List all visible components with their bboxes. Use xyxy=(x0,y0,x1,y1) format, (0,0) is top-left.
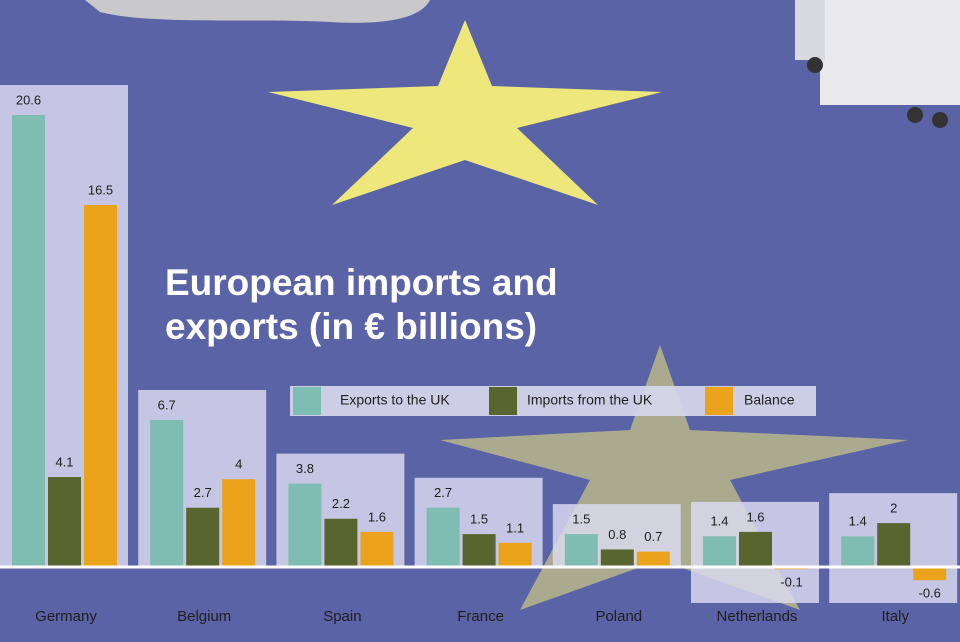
value-label: 1.4 xyxy=(849,514,867,529)
map-decoration xyxy=(85,0,430,23)
value-label: 2 xyxy=(890,501,897,516)
value-label: -0.1 xyxy=(780,575,802,590)
bar xyxy=(48,477,81,567)
value-label: 0.8 xyxy=(608,527,626,542)
value-label: 4 xyxy=(235,457,242,472)
bar xyxy=(222,479,256,567)
bar xyxy=(600,549,634,567)
bar xyxy=(703,536,736,567)
bar xyxy=(12,115,45,567)
value-label: 2.7 xyxy=(434,485,452,500)
bar xyxy=(150,419,184,567)
bar xyxy=(877,523,911,567)
value-label: 4.1 xyxy=(55,454,73,469)
value-label: 0.7 xyxy=(644,529,662,544)
bar xyxy=(564,534,598,567)
bar xyxy=(462,534,496,567)
truck-decoration xyxy=(795,0,960,128)
star-decoration xyxy=(268,20,662,205)
x-tick-label: France xyxy=(457,608,504,625)
legend-label: Imports from the UK xyxy=(527,392,653,408)
value-label: 1.5 xyxy=(470,512,488,527)
bar xyxy=(498,542,532,567)
bar xyxy=(426,507,460,567)
value-label: 1.1 xyxy=(506,520,524,535)
x-tick-label: Germany xyxy=(35,608,97,625)
x-tick-label: Belgium xyxy=(177,608,231,625)
bar xyxy=(913,567,947,581)
value-label: 20.6 xyxy=(16,92,41,107)
legend-label: Exports to the UK xyxy=(340,392,450,408)
bar xyxy=(288,483,322,567)
value-label: 2.7 xyxy=(194,485,212,500)
bar xyxy=(186,507,220,567)
value-label: 3.8 xyxy=(296,461,314,476)
bar xyxy=(636,551,670,567)
title-line: European imports and xyxy=(165,262,558,303)
value-label: 1.4 xyxy=(710,514,728,529)
title-line: exports (in € billions) xyxy=(165,306,537,347)
bar xyxy=(324,518,358,567)
legend-swatch xyxy=(293,387,321,415)
x-tick-label: Poland xyxy=(595,608,642,625)
x-tick-label: Spain xyxy=(323,608,361,625)
x-tick-label: Netherlands xyxy=(717,608,798,625)
value-label: 6.7 xyxy=(158,397,176,412)
bar xyxy=(84,204,117,567)
bar xyxy=(841,536,875,567)
chart-title: European imports and exports (in € billio… xyxy=(165,262,558,347)
value-label: 1.6 xyxy=(746,509,764,524)
value-label: 2.2 xyxy=(332,496,350,511)
bar xyxy=(739,531,772,567)
value-label: -0.6 xyxy=(918,586,940,601)
value-label: 16.5 xyxy=(88,182,113,197)
value-label: 1.6 xyxy=(368,509,386,524)
legend-label: Balance xyxy=(744,392,795,408)
x-tick-label: Italy xyxy=(881,608,909,625)
legend-swatch xyxy=(489,387,517,415)
value-label: 1.5 xyxy=(572,512,590,527)
bar xyxy=(360,531,394,567)
legend-swatch xyxy=(705,387,733,415)
